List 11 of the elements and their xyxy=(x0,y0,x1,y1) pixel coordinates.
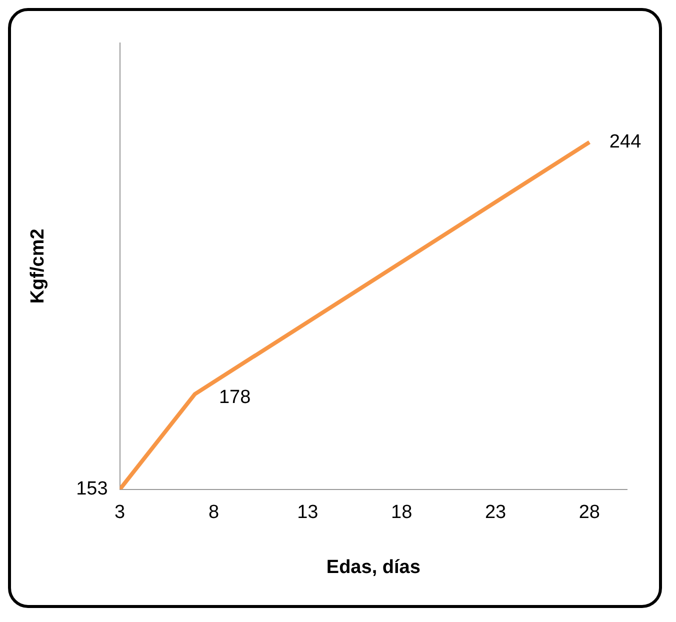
data-label: 244 xyxy=(609,131,642,152)
y-axis-title: Kgf/cm2 xyxy=(28,228,49,304)
x-tick-label: 28 xyxy=(578,502,600,524)
x-tick-label: 23 xyxy=(484,502,506,524)
x-tick-label: 18 xyxy=(391,502,412,524)
x-axis-title: Edas, días xyxy=(326,556,420,578)
data-label: 153 xyxy=(76,478,108,500)
x-tick-label: 3 xyxy=(114,502,126,524)
x-tick-label: 8 xyxy=(208,502,220,524)
data-label: 178 xyxy=(218,387,251,408)
x-tick-label: 13 xyxy=(297,502,318,524)
